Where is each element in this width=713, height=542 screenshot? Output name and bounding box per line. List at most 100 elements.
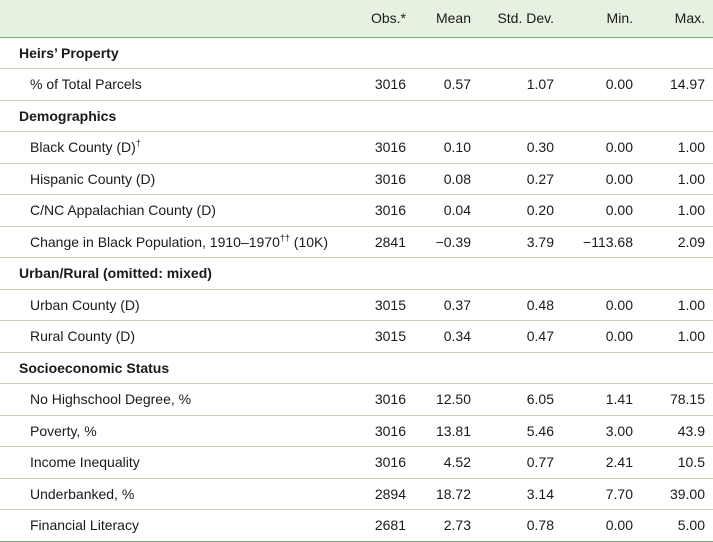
- obs-cell: 2681: [352, 509, 414, 542]
- std-dev-cell: 6.05: [479, 383, 562, 416]
- obs-cell: 3016: [352, 68, 414, 101]
- mean-cell: 0.04: [414, 194, 479, 227]
- max-cell: 5.00: [641, 509, 713, 542]
- table-row: Underbanked, % 2894 18.72 3.14 7.70 39.00: [0, 478, 713, 510]
- obs-cell: 2894: [352, 478, 414, 510]
- table-row: Hispanic County (D) 3016 0.08 0.27 0.00 1.00: [0, 163, 713, 195]
- variable-label: Underbanked, %: [30, 485, 135, 502]
- variable-label: Rural County (D): [30, 328, 136, 345]
- std-dev-cell: 0.78: [479, 509, 562, 542]
- obs-cell: 2841: [352, 226, 414, 258]
- obs-cell: 3016: [352, 446, 414, 479]
- header-obs: Obs.*: [352, 0, 414, 38]
- section-header-row: Demographics: [0, 100, 713, 132]
- variable-label: C/NC Appalachian County (D): [30, 202, 216, 219]
- section-title: Demographics: [0, 100, 713, 132]
- std-dev-cell: 0.27: [479, 163, 562, 195]
- table-row: Poverty, % 3016 13.81 5.46 3.00 43.9: [0, 415, 713, 447]
- max-cell: 78.15: [641, 383, 713, 416]
- variable-label: No Highschool Degree, %: [30, 391, 192, 408]
- variable-label: Urban County (D): [30, 296, 140, 313]
- header-variable: [0, 0, 352, 38]
- variable-label-cell: Black County (D)†: [0, 131, 352, 164]
- min-cell: 0.00: [562, 131, 641, 164]
- variable-label-cell: Change in Black Population, 1910–1970†† …: [0, 226, 352, 258]
- section-title: Heirs’ Property: [0, 37, 713, 69]
- min-cell: 0.00: [562, 289, 641, 321]
- header-row: Obs.* Mean Std. Dev. Min. Max.: [0, 0, 713, 38]
- std-dev-cell: 5.46: [479, 415, 562, 447]
- mean-cell: 12.50: [414, 383, 479, 416]
- section-header-row: Heirs’ Property: [0, 37, 713, 69]
- mean-cell: 4.52: [414, 446, 479, 479]
- header-std-dev: Std. Dev.: [479, 0, 562, 38]
- variable-label-cell: Urban County (D): [0, 289, 352, 321]
- variable-label: Financial Literacy: [30, 517, 139, 534]
- table-body: Heirs’ Property% of Total Parcels 3016 0.5…: [0, 37, 713, 542]
- max-cell: 2.09: [641, 226, 713, 258]
- variable-label-cell: Hispanic County (D): [0, 163, 352, 195]
- std-dev-cell: 0.47: [479, 320, 562, 353]
- min-cell: 1.41: [562, 383, 641, 416]
- variable-label: Black County (D): [30, 139, 136, 156]
- variable-label-cell: Underbanked, %: [0, 478, 352, 510]
- variable-label-cell: C/NC Appalachian County (D): [0, 194, 352, 227]
- variable-label-cell: Rural County (D): [0, 320, 352, 353]
- section-header-row: Urban/Rural (omitted: mixed): [0, 257, 713, 290]
- min-cell: 3.00: [562, 415, 641, 447]
- std-dev-cell: 0.20: [479, 194, 562, 227]
- header-mean: Mean: [414, 0, 479, 38]
- max-cell: 1.00: [641, 194, 713, 227]
- table-row: Financial Literacy 2681 2.73 0.78 0.00 5.00: [0, 509, 713, 542]
- variable-label: Hispanic County (D): [30, 170, 156, 187]
- obs-cell: 3016: [352, 131, 414, 164]
- variable-label-cell: Income Inequality: [0, 446, 352, 479]
- min-cell: 0.00: [562, 509, 641, 542]
- variable-label: Change in Black Population, 1910–1970: [30, 233, 280, 250]
- obs-cell: 3016: [352, 194, 414, 227]
- min-cell: 0.00: [562, 68, 641, 101]
- min-cell: 7.70: [562, 478, 641, 510]
- table-row: Change in Black Population, 1910–1970†† …: [0, 226, 713, 258]
- variable-label: Income Inequality: [30, 454, 140, 471]
- table-row: % of Total Parcels 3016 0.57 1.07 0.00 14.97: [0, 68, 713, 101]
- max-cell: 1.00: [641, 131, 713, 164]
- mean-cell: 0.37: [414, 289, 479, 321]
- std-dev-cell: 0.77: [479, 446, 562, 479]
- obs-cell: 3016: [352, 415, 414, 447]
- max-cell: 1.00: [641, 289, 713, 321]
- obs-cell: 3015: [352, 320, 414, 353]
- variable-label: % of Total Parcels: [30, 76, 142, 93]
- footnote-marker: ††: [279, 232, 290, 243]
- mean-cell: 2.73: [414, 509, 479, 542]
- obs-cell: 3015: [352, 289, 414, 321]
- variable-label: Poverty, %: [30, 422, 97, 439]
- min-cell: 0.00: [562, 194, 641, 227]
- variable-unit: (10K): [289, 233, 329, 250]
- min-cell: 2.41: [562, 446, 641, 479]
- footnote-marker: †: [135, 138, 141, 149]
- max-cell: 1.00: [641, 320, 713, 353]
- table-row: Rural County (D) 3015 0.34 0.47 0.00 1.00: [0, 320, 713, 353]
- variable-label-cell: No Highschool Degree, %: [0, 383, 352, 416]
- min-cell: 0.00: [562, 320, 641, 353]
- mean-cell: 18.72: [414, 478, 479, 510]
- max-cell: 1.00: [641, 163, 713, 195]
- std-dev-cell: 0.48: [479, 289, 562, 321]
- max-cell: 14.97: [641, 68, 713, 101]
- mean-cell: 0.10: [414, 131, 479, 164]
- std-dev-cell: 3.14: [479, 478, 562, 510]
- table-header: Obs.* Mean Std. Dev. Min. Max.: [0, 0, 713, 38]
- max-cell: 43.9: [641, 415, 713, 447]
- min-cell: 0.00: [562, 163, 641, 195]
- mean-cell: 0.08: [414, 163, 479, 195]
- section-header-row: Socioeconomic Status: [0, 352, 713, 384]
- mean-cell: 0.34: [414, 320, 479, 353]
- obs-cell: 3016: [352, 383, 414, 416]
- std-dev-cell: 0.30: [479, 131, 562, 164]
- min-cell: −113.68: [562, 226, 641, 258]
- table-row: Urban County (D) 3015 0.37 0.48 0.00 1.00: [0, 289, 713, 321]
- table-row: C/NC Appalachian County (D) 3016 0.04 0.20 0…: [0, 194, 713, 227]
